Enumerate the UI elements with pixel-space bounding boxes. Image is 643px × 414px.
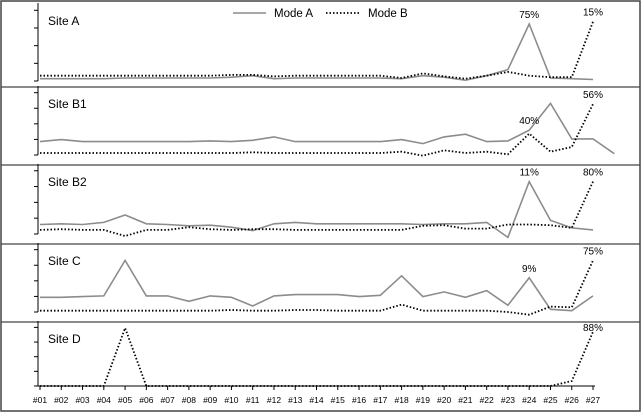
x-axis: #01 #02 #03 #04 #05 #06 #07 #08 #09 #10 #11 #12 #13 #…	[33, 385, 600, 405]
x-tick-label: #17	[373, 395, 387, 405]
panel-site-a: Site A 75% 15%	[34, 3, 603, 82]
panel-site-b1: Site B1 40% 56%	[34, 86, 615, 157]
x-tick-label: #06	[139, 395, 153, 405]
peak-label: 80%	[583, 168, 603, 179]
x-tick-label: #24	[522, 395, 536, 405]
x-tick-label: #22	[480, 395, 494, 405]
legend: Mode A Mode B	[233, 8, 408, 20]
peak-label: 9%	[522, 264, 537, 275]
peak-label: 75%	[583, 246, 603, 257]
peak-label: 88%	[583, 323, 603, 334]
peak-label: 75%	[519, 10, 539, 21]
panel-label: Site C	[48, 254, 81, 268]
x-tick-label: #03	[75, 395, 89, 405]
x-tick-label: #27	[586, 395, 600, 405]
x-tick-label: #07	[161, 395, 175, 405]
peak-label: 15%	[583, 8, 603, 19]
x-tick-label: #15	[331, 395, 345, 405]
series-line-mode-b	[40, 21, 594, 80]
x-tick-label: #20	[437, 395, 451, 405]
panel-label: Site B2	[48, 175, 87, 189]
x-tick-label: #25	[543, 395, 557, 405]
x-tick-label: #10	[224, 395, 238, 405]
x-tick-label: #18	[394, 395, 408, 405]
x-tick-label: #26	[565, 395, 579, 405]
peak-label: 11%	[520, 168, 539, 179]
panel-site-b2: Site B2 11% 80%	[34, 164, 603, 239]
panel-label: Site B1	[48, 97, 87, 111]
x-tick-label: #04	[97, 395, 111, 405]
series-line-mode-a	[40, 21, 594, 82]
peak-label: 56%	[583, 90, 603, 101]
x-tick-label: #16	[352, 395, 366, 405]
series-line-mode-a	[39, 179, 594, 239]
x-tick-label: #01	[33, 395, 47, 405]
x-tick-label: #12	[267, 395, 281, 405]
peak-label: 40%	[519, 116, 539, 127]
x-tick-label: #11	[246, 395, 260, 405]
x-tick-label: #21	[458, 395, 472, 405]
x-tick-label: #05	[118, 395, 132, 405]
panel-label: Site D	[48, 332, 81, 346]
x-tick-label: #08	[182, 395, 196, 405]
x-tick-label: #09	[203, 395, 217, 405]
x-tick-label: #02	[54, 395, 68, 405]
legend-label-mode-a: Mode A	[274, 8, 313, 20]
legend-label-mode-b: Mode B	[368, 8, 408, 20]
x-tick-label: #23	[501, 395, 515, 405]
x-tick-label: #19	[416, 395, 430, 405]
panel-label: Site A	[48, 14, 79, 28]
series-line-mode-b	[40, 260, 594, 316]
x-tick-label: #13	[288, 395, 302, 405]
series-line-mode-a	[40, 258, 594, 312]
series-line-mode-a	[39, 101, 615, 155]
panel-site-c: Site C 9% 75%	[34, 243, 603, 316]
x-tick-label: #14	[309, 395, 323, 405]
series-line-mode-b	[40, 103, 594, 157]
